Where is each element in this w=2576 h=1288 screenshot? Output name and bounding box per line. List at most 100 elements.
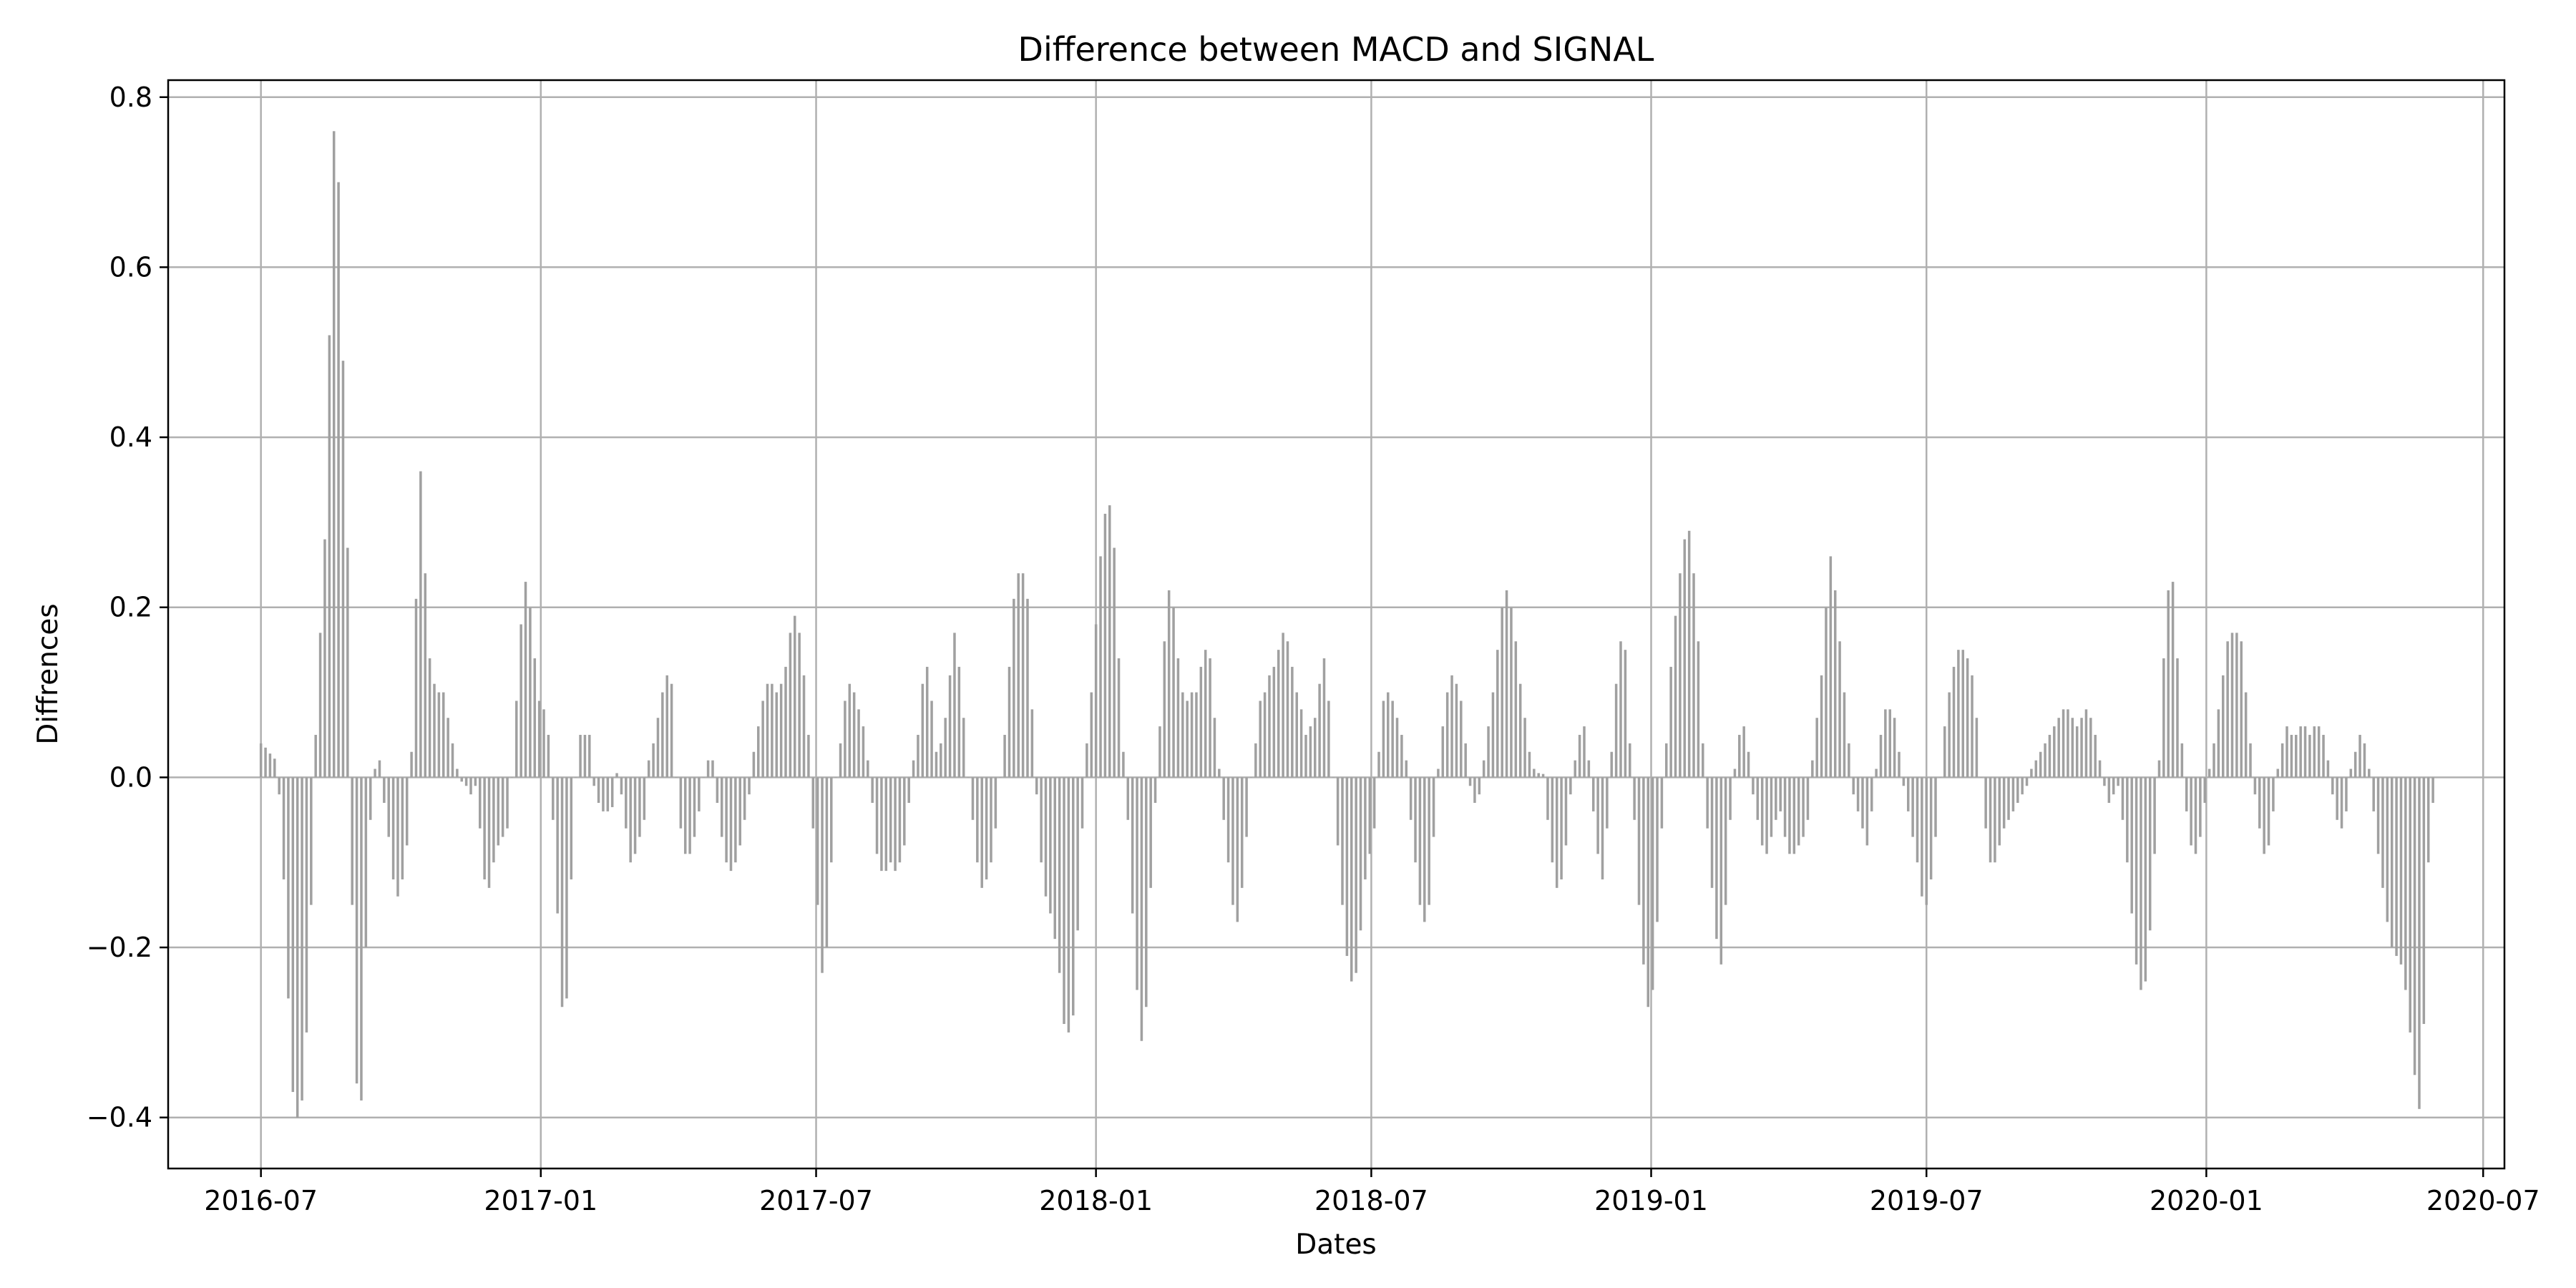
bar	[1464, 743, 1467, 778]
bar	[962, 718, 965, 778]
bar	[1359, 777, 1362, 931]
bar	[1957, 650, 1960, 778]
bar	[369, 777, 372, 820]
bar	[1213, 718, 1216, 778]
bar	[1587, 760, 1591, 778]
bar	[2162, 658, 2165, 778]
bar	[994, 777, 997, 829]
bar	[305, 777, 308, 1033]
bar	[492, 777, 495, 863]
bar	[391, 777, 395, 879]
bar	[917, 734, 919, 778]
bar	[323, 539, 326, 778]
bar	[1094, 624, 1098, 778]
bar	[2317, 726, 2321, 778]
bar	[2313, 726, 2316, 778]
bar	[1706, 777, 1709, 829]
bar	[1008, 666, 1011, 778]
bar	[821, 777, 824, 973]
y-tick-label: 0.4	[109, 421, 152, 453]
bar	[1729, 777, 1732, 820]
x-tick-label: 2018-07	[1314, 1185, 1428, 1216]
bar	[515, 701, 518, 778]
bar	[419, 471, 422, 778]
x-tick-label: 2017-01	[484, 1185, 597, 1216]
y-tick-label: −0.4	[87, 1102, 152, 1133]
bar	[1551, 777, 1554, 863]
bar	[2253, 777, 2257, 795]
bar	[2207, 769, 2211, 778]
bar	[1263, 692, 1267, 778]
bar	[1719, 777, 1723, 965]
bar	[1003, 734, 1006, 778]
bar	[1843, 692, 1846, 778]
bar	[1468, 777, 1472, 786]
bar	[1642, 777, 1645, 965]
bar	[957, 666, 961, 778]
bar	[985, 777, 988, 879]
bar	[1961, 650, 1965, 778]
bar	[643, 777, 646, 820]
bar	[907, 777, 910, 804]
bar	[953, 633, 956, 778]
bar	[629, 777, 632, 863]
bar	[542, 709, 545, 778]
bar	[2240, 641, 2243, 778]
bar	[871, 777, 874, 804]
bar	[1131, 777, 1134, 914]
bar	[802, 675, 806, 778]
bar	[633, 777, 637, 854]
bar	[1460, 701, 1463, 778]
bar	[1113, 547, 1116, 778]
bar	[2244, 692, 2248, 778]
bar	[1080, 777, 1084, 829]
bar	[1765, 777, 1768, 854]
bar	[259, 743, 263, 778]
bar	[1865, 777, 1869, 846]
bar	[1697, 641, 1700, 778]
bar	[378, 760, 381, 778]
bar	[2071, 718, 2074, 778]
bar	[620, 777, 623, 795]
bar	[656, 718, 660, 778]
bar	[2299, 726, 2302, 778]
bar	[2230, 633, 2234, 778]
bar	[857, 709, 860, 778]
bar	[1752, 777, 1755, 795]
bar	[1418, 777, 1422, 905]
bar	[990, 777, 992, 863]
bar	[1153, 777, 1157, 804]
bar	[364, 777, 368, 948]
bar	[574, 777, 577, 778]
bar	[1249, 777, 1253, 778]
bar	[2363, 743, 2366, 778]
bar	[2381, 777, 2384, 888]
bar	[679, 777, 683, 829]
bar	[752, 751, 756, 778]
bar	[2025, 777, 2029, 786]
bar	[1295, 692, 1298, 778]
bar	[930, 701, 933, 778]
bar	[675, 777, 678, 778]
bar	[2048, 734, 2051, 778]
bar	[807, 734, 810, 778]
bar	[1395, 718, 1399, 778]
bar	[2084, 709, 2088, 778]
bar	[1181, 692, 1184, 778]
bar	[1259, 701, 1262, 778]
bar	[2176, 658, 2179, 778]
bar	[706, 760, 710, 778]
y-tick-label: 0.8	[109, 82, 152, 113]
bar	[2431, 777, 2434, 804]
bar	[743, 777, 746, 820]
y-axis-title: Diffrences	[32, 603, 64, 744]
bar	[278, 777, 280, 795]
bar	[346, 547, 349, 778]
x-tick-label: 2020-07	[2426, 1185, 2540, 1216]
bar	[1505, 590, 1508, 778]
bar	[2112, 777, 2115, 795]
bar	[2308, 734, 2311, 778]
bar	[1879, 734, 1883, 778]
bar	[1938, 777, 1942, 778]
bar	[1322, 658, 1326, 778]
